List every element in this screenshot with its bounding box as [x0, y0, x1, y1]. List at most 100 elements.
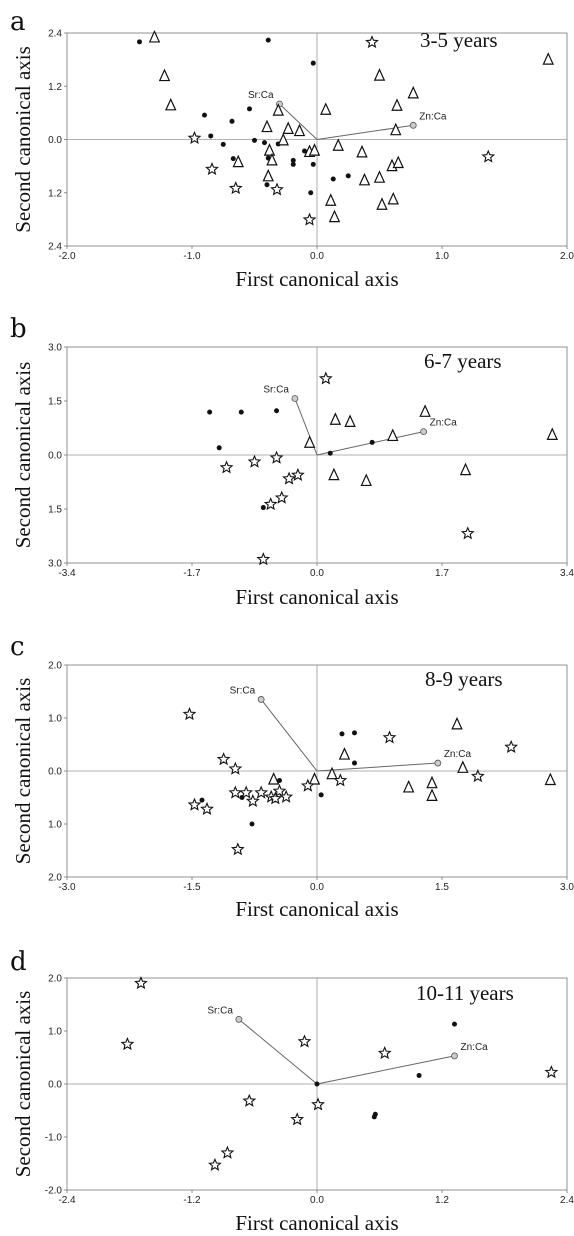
x-tick-label: -1.0 — [183, 251, 201, 262]
x-tick-label: 1.0 — [435, 251, 449, 262]
triangle-marker — [232, 154, 244, 168]
dot-marker — [216, 445, 222, 451]
triangle-marker — [293, 123, 306, 137]
chart-panel-a: -2.0 -1.0 0.0 1.0 2.0 2.4 1.2 0.0 1.2 2.4 Sr:Ca Zn:… — [10, 7, 574, 291]
star-marker — [470, 769, 485, 783]
triangle-marker — [272, 103, 284, 116]
y-tick-label: 3.0 — [48, 343, 62, 354]
dot-marker — [452, 1021, 457, 1027]
x-tick-label: 2.4 — [560, 1195, 574, 1206]
vector-line — [279, 103, 318, 140]
star-marker — [268, 791, 283, 805]
dot-marker — [310, 161, 316, 167]
vector-label: Zn:Ca — [419, 111, 447, 122]
star-marker — [228, 785, 243, 799]
star-marker — [302, 212, 317, 226]
star-marker — [282, 471, 296, 485]
triangle-marker — [426, 788, 438, 802]
star-marker — [187, 130, 202, 145]
vector-label: Sr:Ca — [263, 384, 289, 395]
y-tick-label: 2.0 — [48, 873, 62, 884]
y-axis-title: Second canonical axis — [11, 362, 35, 549]
triangle-marker — [426, 775, 438, 789]
star-marker — [230, 842, 245, 856]
triangle-marker — [267, 772, 280, 785]
triangle-marker — [392, 155, 404, 169]
star-marker — [272, 783, 287, 797]
star-marker — [228, 761, 243, 775]
triangle-marker — [332, 138, 344, 151]
triangle-marker — [261, 119, 273, 133]
dot-marker — [202, 112, 207, 118]
dot-marker — [252, 137, 257, 143]
y-tick-label: 1.5 — [48, 397, 62, 408]
triangle-marker — [402, 779, 415, 793]
triangle-marker — [344, 414, 356, 427]
x-tick-label: 0.0 — [310, 568, 324, 579]
dot-marker — [238, 409, 244, 415]
y-axis-title: Second canonical axis — [11, 991, 35, 1178]
x-tick-label: 1.5 — [435, 882, 449, 893]
y-axis-title: Second canonical axis — [11, 678, 35, 865]
star-marker — [187, 797, 202, 811]
vector-endpoint — [434, 759, 442, 767]
dot-marker — [369, 439, 375, 445]
y-tick-label: 1.2 — [48, 188, 62, 199]
chart-panel-b: -3.4 -1.7 0.0 1.7 3.4 3.0 1.5 0.0 1.5 3.0 Sr:Ca Zn:… — [10, 314, 574, 609]
triangle-marker — [451, 716, 463, 730]
y-tick-label: 1.0 — [48, 714, 62, 725]
dot-marker — [277, 778, 282, 784]
panel-letter: b — [10, 314, 27, 344]
dot-marker — [302, 148, 307, 154]
dot-marker — [290, 157, 296, 163]
triangle-marker — [158, 68, 171, 82]
star-marker — [208, 1157, 222, 1171]
vector-label: Zn:Ca — [461, 1042, 489, 1053]
triangle-marker — [356, 144, 368, 158]
dot-marker — [260, 505, 266, 511]
vector-endpoint — [420, 428, 428, 436]
star-marker — [242, 1093, 257, 1107]
star-marker — [333, 773, 348, 787]
star-marker — [300, 778, 315, 792]
dot-marker — [274, 408, 280, 414]
dot-marker — [220, 141, 226, 147]
triangle-marker — [338, 747, 351, 760]
chart-panel-d: -2.4 -1.2 0.0 1.2 2.4 2.0 1.0 0.0 -1.0 -2.0 Sr:Ca Z… — [10, 947, 574, 1235]
triangle-marker — [376, 197, 388, 210]
dot-marker — [230, 156, 236, 162]
vector-line — [260, 699, 318, 772]
x-tick-label: 0.0 — [310, 1195, 324, 1206]
x-tick-label: 1.2 — [435, 1195, 449, 1206]
star-marker — [228, 181, 243, 195]
y-tick-label: 0.0 — [48, 135, 62, 146]
dot-marker — [207, 409, 213, 415]
triangle-marker — [544, 772, 557, 786]
dot-marker — [262, 140, 267, 146]
x-axis-title: First canonical axis — [235, 897, 398, 921]
x-tick-label: 2.0 — [560, 251, 574, 262]
star-marker — [134, 976, 148, 990]
dot-marker — [314, 1081, 320, 1087]
star-marker — [182, 707, 197, 721]
x-axis-title: First canonical axis — [235, 585, 398, 609]
triangle-marker — [262, 168, 274, 182]
dot-marker — [416, 1073, 422, 1079]
star-marker — [216, 752, 231, 766]
x-tick-label: -1.7 — [183, 568, 201, 579]
vector-label: Zn:Ca — [444, 749, 472, 760]
vector-line — [316, 762, 438, 772]
dot-marker — [265, 37, 271, 43]
dot-marker — [345, 173, 351, 179]
age-group-label: 3-5 years — [420, 28, 498, 52]
triangle-marker — [329, 412, 342, 425]
star-marker — [297, 1034, 312, 1048]
vector-line — [316, 1055, 455, 1085]
star-marker — [460, 526, 475, 540]
triangle-marker — [266, 152, 278, 166]
triangle-marker — [328, 467, 340, 481]
y-tick-label: -2.0 — [45, 1186, 63, 1197]
triangle-marker — [308, 772, 321, 785]
triangle-marker — [360, 473, 372, 487]
triangle-marker — [373, 68, 386, 81]
